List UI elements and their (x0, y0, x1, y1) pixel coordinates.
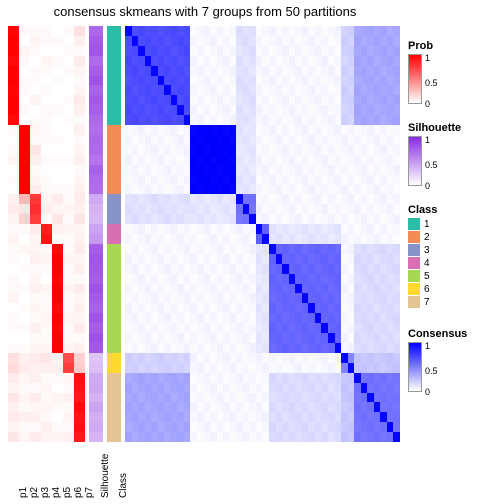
x-label-p4: p4 (51, 487, 62, 498)
legend-prob: Prob10.50 (408, 40, 500, 104)
legend-swatch-7: 7 (408, 296, 500, 308)
x-label-p1: p1 (18, 487, 29, 498)
plot-title: consensus skmeans with 7 groups from 50 … (0, 4, 410, 19)
legend-gradient (408, 54, 422, 104)
annotation-columns (8, 26, 123, 442)
legend-class: Class 1234567 (408, 204, 500, 309)
legend-swatch-5: 5 (408, 270, 500, 282)
consensus-heatmap (125, 26, 400, 442)
x-label-p3: p3 (40, 487, 51, 498)
x-label-Silhouette: Silhouette (100, 454, 111, 498)
prob-column-p7 (74, 26, 85, 442)
plot-area (8, 26, 400, 442)
legend-gradient (408, 342, 422, 392)
x-label-p7: p7 (84, 487, 95, 498)
prob-column-p3 (30, 26, 41, 442)
class-column (107, 26, 121, 442)
legend-swatch-1: 1 (408, 218, 500, 230)
legend-title: Silhouette (408, 122, 500, 134)
legend-gradient (408, 136, 422, 186)
prob-column-p1 (8, 26, 19, 442)
x-label-Class: Class (118, 473, 129, 498)
legend-swatch-2: 2 (408, 231, 500, 243)
legend-swatch-3: 3 (408, 244, 500, 256)
legend-title: Prob (408, 40, 500, 52)
prob-column-p2 (19, 26, 30, 442)
prob-column-p4 (41, 26, 52, 442)
legend-silhouette: Silhouette10.50 (408, 122, 500, 186)
x-label-p5: p5 (62, 487, 73, 498)
silhouette-column (89, 26, 103, 442)
x-label-p6: p6 (73, 487, 84, 498)
prob-column-p5 (52, 26, 63, 442)
legend-title: Consensus (408, 328, 500, 340)
x-label-p2: p2 (29, 487, 40, 498)
column-labels: p1p2p3p4p5p6p7 Silhouette Class (8, 446, 400, 500)
legend-swatch-6: 6 (408, 283, 500, 295)
legend-title: Class (408, 204, 500, 216)
legend-swatch-4: 4 (408, 257, 500, 269)
prob-column-p6 (63, 26, 74, 442)
legend-consensus: Consensus10.50 (408, 328, 500, 392)
